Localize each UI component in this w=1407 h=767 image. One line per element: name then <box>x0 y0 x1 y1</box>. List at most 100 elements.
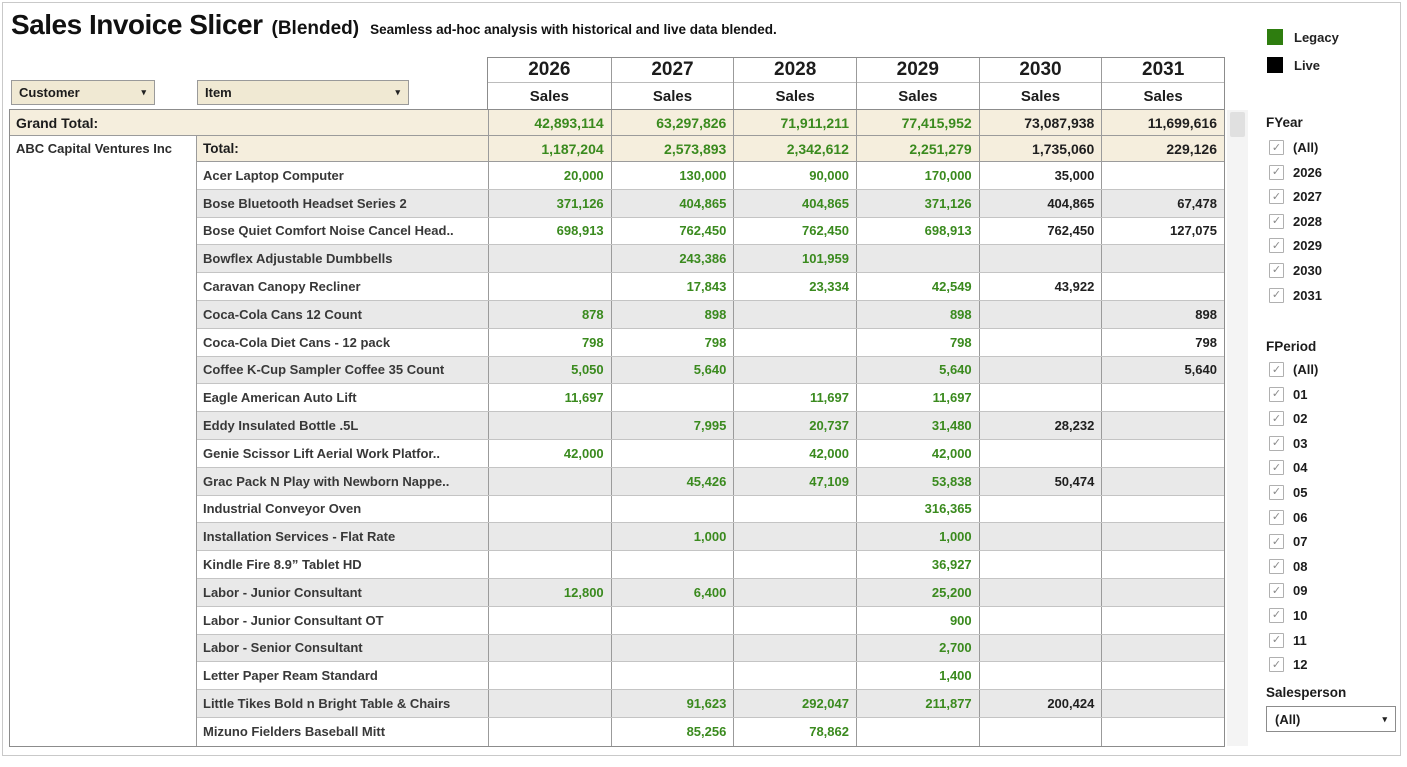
sales-value-cell[interactable] <box>1101 662 1224 690</box>
sales-value-cell[interactable] <box>978 245 1102 273</box>
sales-value-cell[interactable] <box>488 690 611 717</box>
sales-value-cell[interactable] <box>978 384 1102 412</box>
sales-value-cell[interactable] <box>1101 523 1224 551</box>
sales-value-cell[interactable] <box>978 634 1102 662</box>
sales-value-cell[interactable]: 5,640 <box>855 356 979 384</box>
sales-value-cell[interactable] <box>1101 273 1224 300</box>
sales-value-cell[interactable]: 45,426 <box>610 467 734 495</box>
sales-value-cell[interactable]: 371,126 <box>855 189 979 217</box>
sales-value-cell[interactable]: 42,893,114 <box>488 110 611 135</box>
chevron-down-icon[interactable]: ▾ <box>395 87 400 97</box>
sales-value-cell[interactable]: 42,549 <box>855 273 979 300</box>
checkbox-checked-icon[interactable]: ✓ <box>1269 140 1284 155</box>
fyear-option-2031[interactable]: ✓ 2031 <box>1269 287 1322 304</box>
year-label[interactable]: 2030 <box>979 58 1102 83</box>
checkbox-checked-icon[interactable]: ✓ <box>1269 386 1284 402</box>
sales-value-cell[interactable]: 71,911,211 <box>733 110 856 135</box>
sales-value-cell[interactable]: 53,838 <box>855 467 979 495</box>
item-name-cell[interactable]: Acer Laptop Computer <box>203 167 344 183</box>
sales-value-cell[interactable]: 1,187,204 <box>488 136 611 161</box>
fperiod-option-10[interactable]: ✓ 10 <box>1269 607 1318 624</box>
checkbox-checked-icon[interactable]: ✓ <box>1269 484 1284 500</box>
sales-value-cell[interactable]: 28,232 <box>978 412 1102 439</box>
checkbox-checked-icon[interactable]: ✓ <box>1269 287 1284 303</box>
sales-value-cell[interactable] <box>1101 690 1224 717</box>
measure-label[interactable]: Sales <box>652 87 693 105</box>
sales-value-cell[interactable] <box>733 523 856 551</box>
checkbox-checked-icon[interactable]: ✓ <box>1269 558 1284 574</box>
item-name-cell[interactable]: Coca-Cola Cans 12 Count <box>203 306 362 322</box>
sales-value-cell[interactable]: 67,478 <box>1101 189 1224 217</box>
item-name-cell[interactable]: Genie Scissor Lift Aerial Work Platfor.. <box>203 445 440 461</box>
sales-value-cell[interactable] <box>733 551 856 578</box>
sales-value-cell[interactable]: 878 <box>488 300 611 328</box>
fperiod-option-12[interactable]: ✓ 12 <box>1269 656 1318 673</box>
sales-value-cell[interactable]: 42,000 <box>855 439 979 467</box>
sales-value-cell[interactable]: 211,877 <box>855 690 979 717</box>
sales-value-cell[interactable] <box>733 634 856 662</box>
sales-value-cell[interactable]: 1,400 <box>855 662 979 690</box>
fperiod-option-all[interactable]: ✓ (All) <box>1269 361 1318 378</box>
measure-label[interactable]: Sales <box>1143 87 1183 105</box>
sales-value-cell[interactable] <box>733 328 856 356</box>
checkbox-checked-icon[interactable]: ✓ <box>1269 583 1284 599</box>
item-name-cell[interactable]: Labor - Junior Consultant <box>203 584 362 600</box>
sales-value-cell[interactable]: 7,995 <box>610 412 734 439</box>
item-name-cell[interactable]: Caravan Canopy Recliner <box>203 279 361 295</box>
sales-value-cell[interactable] <box>488 467 611 495</box>
sales-value-cell[interactable] <box>610 439 734 467</box>
sales-value-cell[interactable]: 762,450 <box>978 217 1102 245</box>
sales-value-cell[interactable] <box>1101 578 1224 606</box>
sales-value-cell[interactable] <box>488 495 611 523</box>
sales-value-cell[interactable]: 42,000 <box>488 439 611 467</box>
sales-value-cell[interactable]: 50,474 <box>978 467 1102 495</box>
sales-value-cell[interactable]: 200,424 <box>978 690 1102 717</box>
customer-total-label[interactable]: Total: <box>203 141 239 156</box>
fperiod-option-03[interactable]: ✓ 03 <box>1269 435 1318 452</box>
sales-value-cell[interactable]: 42,000 <box>733 439 856 467</box>
sales-value-cell[interactable] <box>610 634 734 662</box>
item-name-cell[interactable]: Labor - Senior Consultant <box>203 640 363 656</box>
sales-value-cell[interactable] <box>733 606 856 634</box>
checkbox-checked-icon[interactable]: ✓ <box>1269 411 1284 427</box>
sales-value-cell[interactable]: 371,126 <box>488 189 611 217</box>
sales-value-cell[interactable]: 798 <box>610 328 734 356</box>
sales-value-cell[interactable]: 20,737 <box>733 412 856 439</box>
measure-label[interactable]: Sales <box>898 87 938 105</box>
checkbox-checked-icon[interactable]: ✓ <box>1269 460 1284 476</box>
sales-value-cell[interactable] <box>1101 162 1224 189</box>
sales-value-cell[interactable] <box>978 300 1102 328</box>
sales-value-cell[interactable] <box>610 551 734 578</box>
sales-value-cell[interactable]: 127,075 <box>1101 217 1224 245</box>
year-label[interactable]: 2026 <box>488 58 611 83</box>
sales-value-cell[interactable] <box>610 606 734 634</box>
sales-value-cell[interactable]: 404,865 <box>733 189 856 217</box>
sales-value-cell[interactable]: 170,000 <box>855 162 979 189</box>
sales-value-cell[interactable]: 698,913 <box>488 217 611 245</box>
sales-value-cell[interactable]: 78,862 <box>733 717 856 746</box>
grand-total-label[interactable]: Grand Total: <box>16 114 99 131</box>
checkbox-checked-icon[interactable]: ✓ <box>1269 164 1284 180</box>
sales-value-cell[interactable] <box>610 495 734 523</box>
sales-value-cell[interactable]: 798 <box>1101 328 1224 356</box>
sales-value-cell[interactable]: 35,000 <box>978 162 1102 189</box>
fyear-option-2026[interactable]: ✓ 2026 <box>1269 164 1322 181</box>
sales-value-cell[interactable]: 5,640 <box>1101 356 1224 384</box>
item-name-cell[interactable]: Bose Quiet Comfort Noise Cancel Head.. <box>203 223 454 239</box>
item-dropdown[interactable]: Item ▾ <box>197 80 409 105</box>
item-name-cell[interactable]: Letter Paper Ream Standard <box>203 668 378 684</box>
sales-value-cell[interactable] <box>488 245 611 273</box>
sales-value-cell[interactable]: 43,922 <box>978 273 1102 300</box>
item-name-cell[interactable]: Little Tikes Bold n Bright Table & Chair… <box>203 696 451 712</box>
sales-value-cell[interactable] <box>1101 439 1224 467</box>
fperiod-option-09[interactable]: ✓ 09 <box>1269 582 1318 599</box>
salesperson-dropdown[interactable]: (All) ▾ <box>1266 706 1396 732</box>
sales-value-cell[interactable]: 229,126 <box>1101 136 1224 161</box>
sales-value-cell[interactable]: 17,843 <box>610 273 734 300</box>
customer-dropdown[interactable]: Customer ▾ <box>11 80 155 105</box>
sales-value-cell[interactable] <box>610 384 734 412</box>
sales-value-cell[interactable]: 6,400 <box>610 578 734 606</box>
checkbox-checked-icon[interactable]: ✓ <box>1269 607 1284 623</box>
sales-value-cell[interactable]: 90,000 <box>733 162 856 189</box>
sales-value-cell[interactable] <box>488 717 611 746</box>
